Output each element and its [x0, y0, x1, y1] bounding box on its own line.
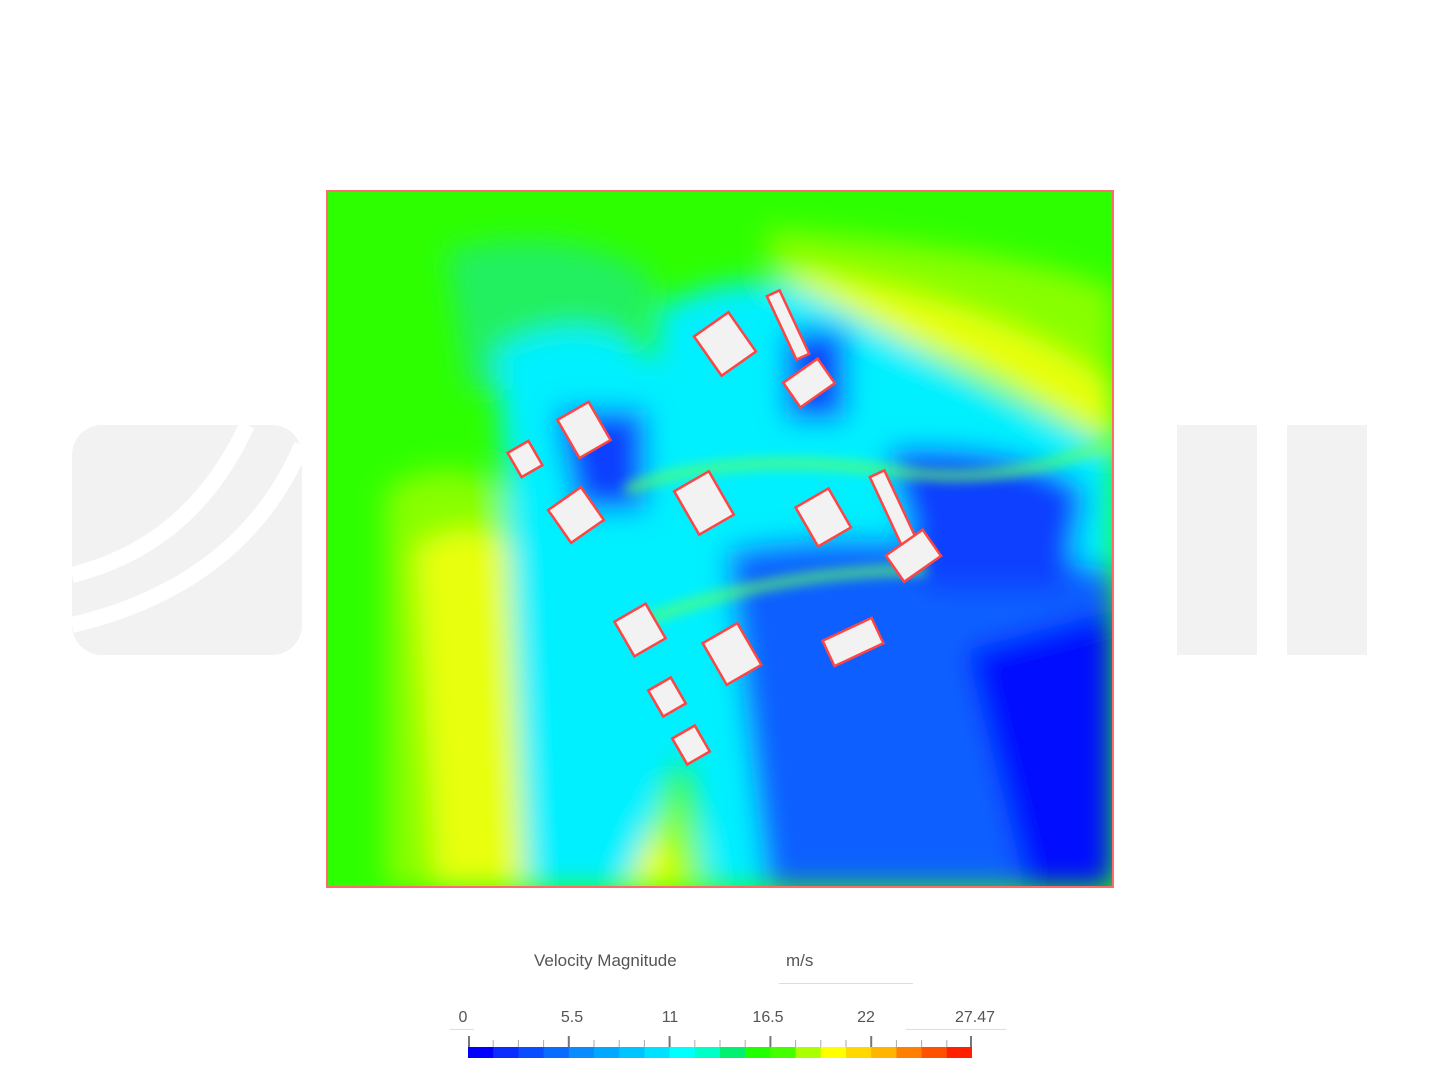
colorbar-segment — [820, 1047, 847, 1058]
building — [692, 310, 758, 378]
building — [672, 469, 736, 537]
unit-underline — [779, 983, 913, 984]
legend-title: Velocity Magnitude — [534, 951, 677, 970]
building — [700, 621, 764, 687]
colorbar — [468, 1036, 972, 1058]
buildings — [505, 288, 943, 767]
building — [884, 527, 943, 584]
simscale-watermark — [72, 425, 1367, 655]
colorbar-segment — [468, 1047, 494, 1058]
colorbar-segment — [745, 1047, 771, 1058]
colorbar-segment — [795, 1047, 822, 1058]
building — [546, 485, 606, 545]
tick-label: 0 — [458, 1009, 468, 1026]
velocity-field-plot[interactable] — [326, 190, 1114, 888]
colorbar-segment — [493, 1047, 519, 1058]
building — [670, 723, 712, 767]
colorbar-segment — [644, 1047, 671, 1058]
colorbar-segment — [669, 1047, 696, 1058]
tick-label: 11 — [661, 1009, 679, 1026]
colorbar-segment — [921, 1047, 948, 1058]
colorbar-segment — [543, 1047, 570, 1058]
tick-label: 16.5 — [752, 1009, 784, 1026]
building — [793, 486, 853, 549]
colorbar-segment — [720, 1047, 746, 1058]
colorbar-segment — [619, 1047, 645, 1058]
building — [612, 601, 668, 659]
colorbar-segment — [594, 1047, 620, 1058]
colorbar-segment — [518, 1047, 545, 1058]
tick-label: 22 — [857, 1009, 875, 1026]
min-underline — [450, 1029, 474, 1030]
colorbar-segment — [946, 1047, 972, 1058]
colorbar-segment — [871, 1047, 897, 1058]
building — [646, 675, 688, 719]
domain-border — [326, 190, 1114, 888]
building — [781, 356, 837, 410]
building — [505, 439, 545, 479]
max-underline — [906, 1029, 1006, 1030]
building — [555, 400, 613, 460]
colorbar-segment — [896, 1047, 923, 1058]
colorbar-segment — [568, 1047, 595, 1058]
colorbar-segment — [846, 1047, 872, 1058]
building — [765, 288, 811, 362]
colorbar-segment — [770, 1047, 797, 1058]
legend-unit-selector[interactable]: m/s — [786, 951, 814, 970]
building — [820, 616, 886, 668]
colorbar-segment — [694, 1047, 721, 1058]
tick-label: 27.47 — [954, 1009, 996, 1026]
tick-label: 5.5 — [560, 1009, 584, 1026]
